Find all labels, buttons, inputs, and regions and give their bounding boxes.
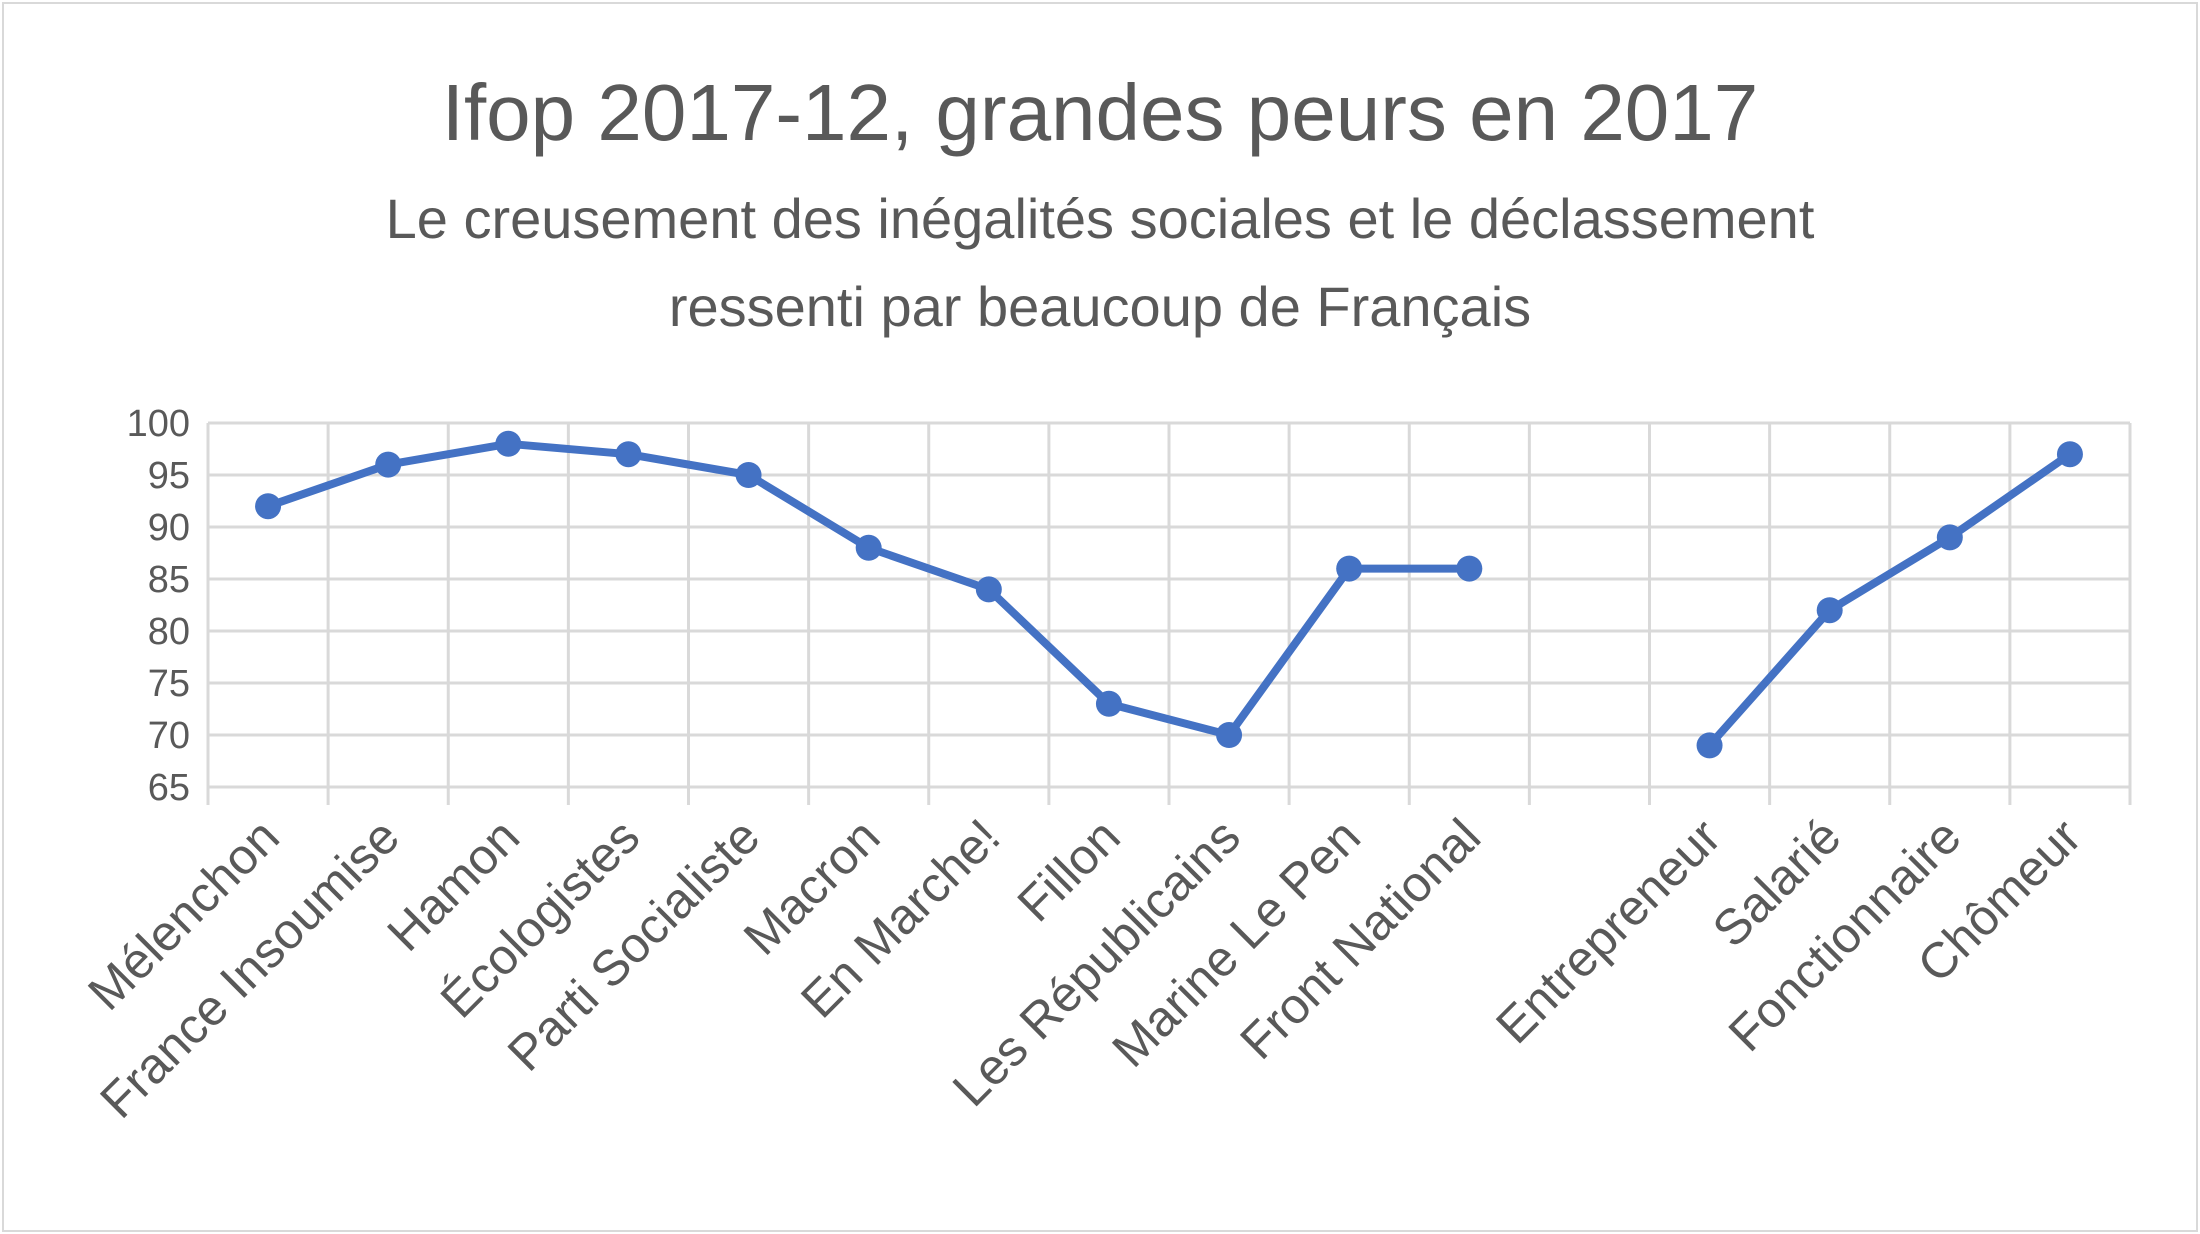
- y-tick-label: 95: [148, 455, 190, 497]
- chart-title: Ifop 2017-12, grandes peurs en 2017: [442, 68, 1759, 157]
- chart-subtitle-line-1: Le creusement des inégalités sociales et…: [386, 187, 1815, 250]
- y-tick-label: 85: [148, 559, 190, 601]
- data-point-marker: [1456, 555, 1483, 582]
- y-tick-label: 65: [148, 767, 190, 809]
- y-tick-label: 90: [148, 507, 190, 549]
- y-tick-label: 80: [148, 611, 190, 653]
- y-tick-label: 75: [148, 663, 190, 705]
- series-segment: [1706, 450, 2073, 749]
- data-point-marker: [1216, 722, 1243, 748]
- data-point-marker: [615, 441, 642, 468]
- data-point-marker: [1336, 555, 1363, 582]
- data-point-marker: [2056, 441, 2083, 468]
- chart-subtitle-line-2: ressenti par beaucoup de Français: [669, 275, 1531, 338]
- data-point-marker: [1936, 524, 1963, 551]
- data-point-marker: [975, 576, 1002, 603]
- data-point-marker: [495, 430, 522, 457]
- data-point-marker: [375, 451, 402, 478]
- y-tick-label: 100: [127, 403, 190, 445]
- x-category-label: Entrepreneur: [1485, 808, 1731, 1054]
- data-point-marker: [1095, 690, 1122, 717]
- data-point-marker: [255, 493, 282, 520]
- y-axis-ticks: 65 70 75 80 85 90 95 100: [127, 403, 190, 809]
- series-line: [255, 430, 2083, 759]
- y-tick-label: 70: [148, 715, 190, 757]
- data-point-marker: [735, 462, 762, 488]
- gridlines: [206, 421, 2132, 805]
- data-point-marker: [855, 534, 882, 561]
- data-point-marker: [1816, 597, 1843, 624]
- data-point-marker: [1696, 732, 1723, 759]
